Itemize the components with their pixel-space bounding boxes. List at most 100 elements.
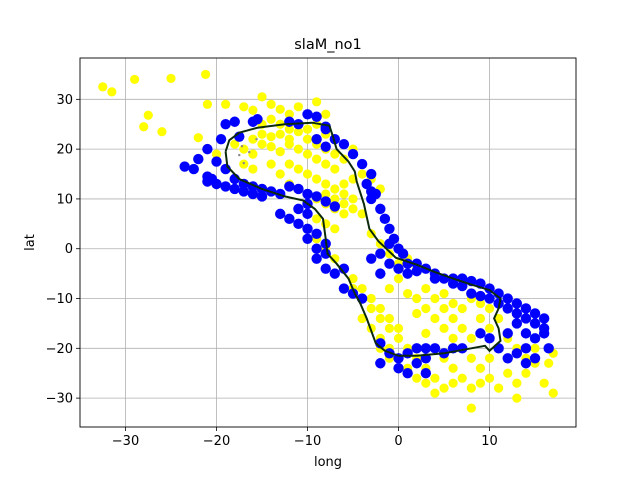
yellow-point (484, 353, 495, 363)
small-point (238, 153, 241, 157)
blue-point (338, 283, 350, 294)
blue-point (311, 133, 322, 145)
blue-point (402, 268, 413, 279)
blue-point (384, 258, 395, 269)
blue-point (320, 263, 331, 274)
small-point (242, 161, 246, 165)
blue-point (529, 308, 541, 319)
blue-point (411, 343, 422, 354)
yellow-point (357, 169, 367, 179)
yellow-point (412, 373, 422, 383)
yellow-point (257, 139, 267, 149)
yellow-point (384, 283, 395, 294)
yellow-point (521, 368, 531, 378)
small-point (240, 144, 244, 148)
blue-point (384, 223, 395, 235)
yellow-point (302, 169, 313, 179)
yellow-point (248, 134, 258, 144)
plot-frame (79, 57, 577, 428)
yellow-point (466, 333, 476, 343)
yellow-point (348, 194, 358, 204)
yellow-point (248, 105, 258, 115)
yellow-point (193, 133, 203, 143)
blue-point (520, 358, 532, 369)
x-tick-label: 0 (394, 434, 402, 449)
yellow-point (302, 124, 313, 134)
y-tick-label: −20 (46, 342, 73, 357)
yellow-point (312, 97, 322, 107)
blue-point (284, 213, 295, 225)
yellow-point (512, 393, 522, 403)
yellow-point (257, 129, 267, 139)
blue-point (402, 348, 413, 359)
yellow-point (275, 104, 285, 114)
y-tick-label: −30 (46, 392, 73, 407)
yellow-point (330, 164, 340, 174)
blue-point (429, 273, 441, 284)
yellow-point (475, 313, 486, 324)
x-axis-ticks: −30 −20 −10 0 10 (112, 427, 498, 449)
yellow-point (275, 147, 285, 157)
blue-point (366, 253, 377, 264)
yellow-point (330, 184, 340, 194)
yellow-point (366, 303, 376, 314)
blue-point (220, 181, 231, 192)
yellow-point (107, 87, 117, 97)
yellow-point (284, 109, 294, 119)
blue-point (229, 183, 240, 195)
yellow-point (339, 199, 349, 209)
blue-point (393, 263, 404, 274)
blue-point (284, 116, 295, 127)
yellow-point (384, 313, 395, 324)
y-tick-label: −10 (46, 292, 73, 307)
yellow-point (248, 149, 258, 159)
blue-point (484, 293, 495, 304)
blue-point (329, 268, 341, 279)
yellow-point (266, 159, 276, 169)
yellow-point (330, 149, 340, 159)
yellow-point (239, 102, 249, 112)
yellow-point (321, 109, 331, 119)
yellow-point (448, 313, 458, 324)
y-tick-label: 20 (56, 143, 73, 158)
blue-point (393, 363, 404, 374)
blue-point (302, 208, 313, 220)
yellow-point (266, 132, 276, 142)
yellow-point (239, 144, 249, 154)
yellow-point (293, 144, 304, 154)
yellow-point (266, 114, 276, 124)
blue-point (293, 203, 304, 215)
x-axis-label: long (314, 455, 342, 470)
yellow-point (393, 323, 404, 334)
yellow-point (284, 124, 294, 134)
yellow-point (293, 127, 304, 137)
yellow-point (484, 303, 495, 314)
blue-point (247, 188, 259, 200)
yellow-point (439, 288, 449, 299)
blue-point (256, 191, 268, 202)
yellow-point (284, 159, 294, 169)
blue-point (538, 313, 550, 324)
blue-point (511, 308, 523, 319)
yellow-point (430, 373, 440, 383)
yellow-point (293, 102, 304, 112)
small-point-series (238, 137, 258, 165)
yellow-point (448, 333, 458, 343)
blue-point (475, 328, 486, 339)
blue-point (193, 153, 204, 165)
blue-point (511, 298, 523, 309)
blue-point (366, 186, 377, 197)
y-tick-label: 0 (65, 242, 73, 257)
blue-point (520, 313, 532, 324)
yellow-point (366, 293, 376, 304)
yellow-point (430, 313, 440, 324)
yellow-point (475, 363, 486, 373)
x-tick-label: −10 (294, 434, 321, 449)
yellow-point (293, 164, 304, 174)
yellow-point (448, 363, 458, 373)
blue-point (293, 218, 304, 230)
yellow-point (357, 283, 367, 294)
yellow-point (330, 224, 340, 234)
blue-point (338, 138, 350, 150)
